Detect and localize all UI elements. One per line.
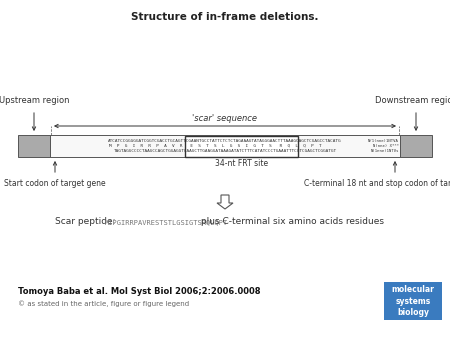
Text: N(nne) X***: N(nne) X***: [373, 144, 399, 148]
Text: Upstream region: Upstream region: [0, 96, 69, 105]
Text: Tomoya Baba et al. Mol Syst Biol 2006;2:2006.0008: Tomoya Baba et al. Mol Syst Biol 2006;2:…: [18, 288, 261, 296]
Polygon shape: [217, 195, 233, 209]
Text: molecular
systems
biology: molecular systems biology: [392, 285, 434, 317]
Bar: [384, 282, 442, 320]
Text: 34-nt FRT site: 34-nt FRT site: [215, 159, 268, 168]
Text: © as stated in the article, figure or figure legend: © as stated in the article, figure or fi…: [18, 301, 189, 307]
Text: Downstream region: Downstream region: [374, 96, 450, 105]
Bar: [50, 135, 400, 157]
Bar: [185, 136, 298, 156]
Text: Start codon of target gene: Start codon of target gene: [4, 179, 106, 188]
Bar: [400, 135, 432, 157]
Text: plus C-terminal six amino acids residues: plus C-terminal six amino acids residues: [198, 217, 384, 226]
Text: TAGTAGGCCCCTAAGCCAGCTGGAGGTCAAGCTTGAAGGATAAAGATATCTTTCATATCCCTGAAATTTCGTCGAGCTCG: TAGTAGGCCCCTAAGCCAGCTGGAGGTCAAGCTTGAAGGA…: [113, 149, 337, 153]
Text: MIPGIRRPAVRESTSTLGSIGTSRQLQPT: MIPGIRRPAVRESTSTLGSIGTSRQLQPT: [105, 219, 228, 225]
Text: C-terminal 18 nt and stop codon of target gene: C-terminal 18 nt and stop codon of targe…: [305, 179, 450, 188]
Text: N(1nne)1NTVs: N(1nne)1NTVs: [370, 149, 399, 153]
Text: M  P  G  I  R  R  P  A  V  R   E  S  T  S  L  G  S  I  G  T  S   R  Q  L  Q  P  : M P G I R R P A V R E S T S L G S I G T …: [109, 144, 321, 148]
Bar: [18, 135, 50, 157]
Text: Structure of in-frame deletions.: Structure of in-frame deletions.: [131, 12, 319, 22]
Text: Scar peptide:: Scar peptide:: [55, 217, 116, 226]
Text: ATCATCCGGGGGATCGGTCGACCTGCAGTTCGAANTGCCTATTCTCTCTAGAAAGTATAGGGAACTTTAAAGCAGCTCGA: ATCATCCGGGGGATCGGTCGACCTGCAGTTCGAANTGCCT…: [108, 139, 342, 143]
Text: 'scar' sequence: 'scar' sequence: [193, 114, 257, 123]
Text: N/1(nne)1NTVA: N/1(nne)1NTVA: [368, 139, 399, 143]
